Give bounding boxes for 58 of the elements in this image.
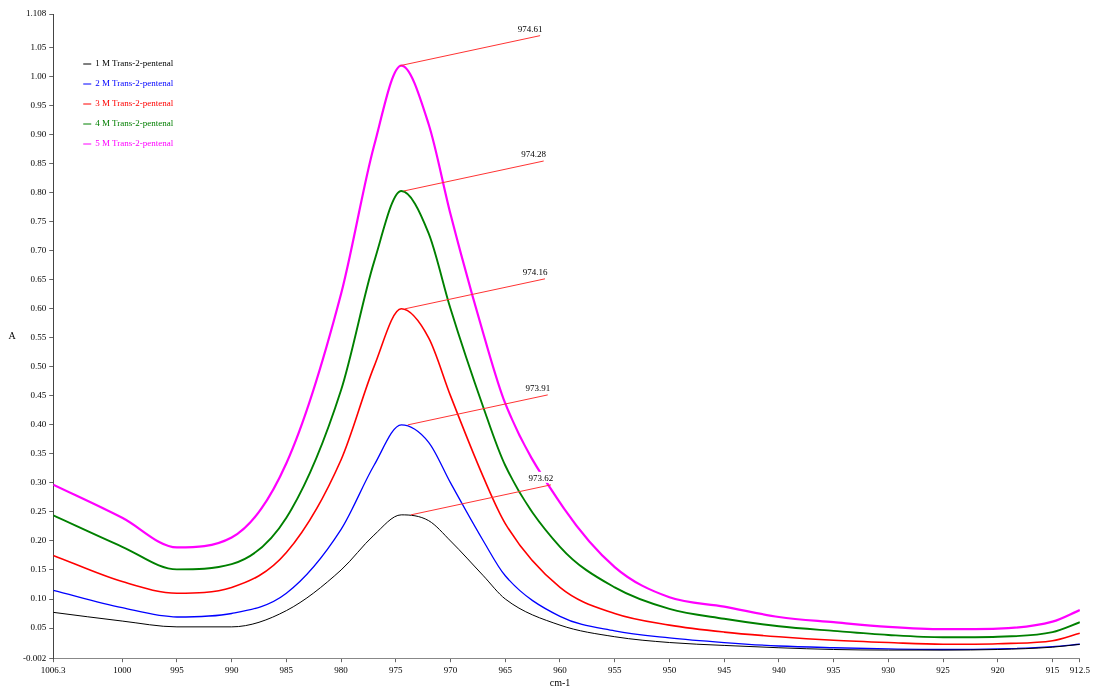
annotation: 973.62 [528, 472, 554, 483]
x-tick-label: 960 [553, 664, 568, 675]
y-tick-label: 0.90 [30, 129, 47, 140]
y-tick-label: -0.002 [23, 652, 47, 663]
y-tick-label: 0.70 [30, 245, 47, 256]
y-tick-label: 0.80 [30, 187, 47, 198]
line-series [53, 190, 1080, 639]
annotation: 974.28 [521, 148, 547, 159]
y-tick-label: 0.05 [30, 622, 47, 633]
annotation: 974.16 [522, 266, 548, 277]
x-tick-label: 965 [498, 664, 513, 675]
x-tick-label: 1000 [113, 664, 132, 675]
y-tick-label: 1.108 [26, 8, 47, 19]
x-tick-label: 945 [717, 664, 732, 675]
annotation: 974.61 [517, 23, 543, 34]
x-tick-label: 950 [662, 664, 677, 675]
legend-label: 3 M Trans-2-pentenal [95, 98, 174, 109]
y-tick-label: 0.15 [30, 564, 47, 575]
x-tick-label: 935 [826, 664, 841, 675]
x-tick-label: 1006.3 [40, 664, 67, 675]
x-axis-title: cm-1 [549, 676, 571, 688]
x-tick-label: 930 [881, 664, 896, 675]
line-series [53, 514, 1080, 651]
x-tick-label: 920 [991, 664, 1006, 675]
y-tick-label: 0.95 [30, 100, 47, 111]
x-tick-label: 990 [224, 664, 239, 675]
annotation: 973.91 [525, 382, 551, 393]
x-tick-label: 940 [772, 664, 787, 675]
x-tick-label: 980 [334, 664, 349, 675]
y-tick-label: 0.65 [30, 274, 47, 285]
x-tick-label: 995 [170, 664, 185, 675]
y-tick-label: 0.60 [30, 303, 47, 314]
y-tick-label: 0.75 [30, 216, 47, 227]
legend-label: 4 M Trans-2-pentenal [95, 118, 174, 129]
x-tick-label: 970 [443, 664, 458, 675]
line-series [53, 308, 1080, 646]
y-tick-label: 0.30 [30, 477, 47, 488]
y-tick-label: 0.45 [30, 390, 47, 401]
y-tick-label: 1.05 [30, 42, 47, 53]
x-tick-label: 915 [1045, 664, 1060, 675]
legend-label: 1 M Trans-2-pentenal [95, 58, 174, 69]
x-tick-label: 925 [936, 664, 951, 675]
x-tick-label: 912.5 [1069, 664, 1091, 675]
x-tick-label: 975 [389, 664, 404, 675]
x-tick-label: 955 [607, 664, 622, 675]
y-tick-label: 0.55 [30, 332, 47, 343]
y-tick-label: 0.20 [30, 535, 47, 546]
y-tick-label: 0.10 [30, 593, 47, 604]
y-tick-label: 0.50 [30, 361, 47, 372]
y-axis-title: A [8, 329, 17, 341]
y-tick-label: 0.85 [30, 158, 47, 169]
legend-label: 5 M Trans-2-pentenal [95, 138, 174, 149]
y-tick-label: 0.40 [30, 419, 47, 430]
y-tick-label: 0.35 [30, 448, 47, 459]
legend-label: 2 M Trans-2-pentenal [95, 78, 174, 89]
x-tick-label: 985 [279, 664, 294, 675]
y-tick-label: 1.00 [30, 71, 47, 82]
y-tick-label: 0.25 [30, 506, 47, 517]
